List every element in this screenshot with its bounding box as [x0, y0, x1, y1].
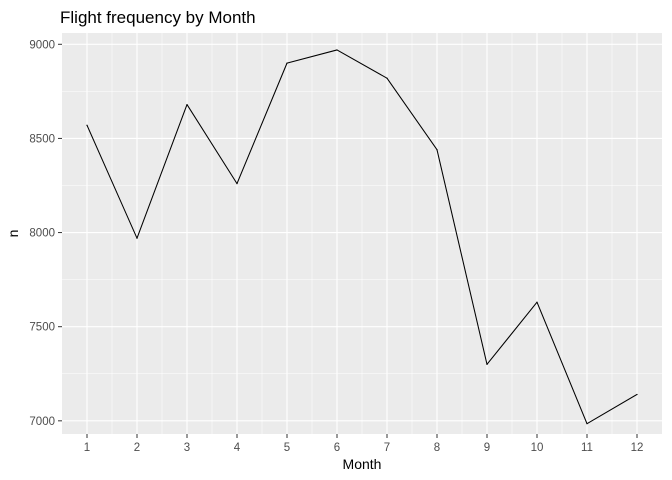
x-tick-label: 8: [434, 442, 440, 454]
y-axis-label: n: [5, 230, 21, 238]
x-tick-label: 4: [234, 442, 241, 454]
y-tick-label: 8000: [29, 228, 55, 240]
x-tick-label: 1: [84, 442, 90, 454]
chart-title: Flight frequency by Month: [60, 8, 256, 27]
data-point: [436, 149, 438, 151]
x-tick-label: 7: [384, 442, 390, 454]
x-tick-label: 11: [581, 442, 593, 454]
data-point: [486, 363, 488, 365]
minor-gridlines: [62, 33, 662, 434]
y-tick-label: 8500: [29, 133, 55, 145]
x-tick-label: 5: [284, 442, 290, 454]
data-point: [86, 124, 88, 126]
x-tick-label: 2: [134, 442, 140, 454]
data-point: [136, 237, 138, 239]
y-tick-label: 7000: [29, 416, 55, 428]
y-tick-label: 7500: [29, 322, 55, 334]
y-tick-label: 9000: [29, 39, 55, 51]
x-axis-label: Month: [343, 456, 382, 472]
x-tick-label: 9: [484, 442, 490, 454]
x-tick-label: 12: [631, 442, 644, 454]
data-point: [536, 301, 538, 303]
data-point: [236, 183, 238, 185]
data-point: [636, 393, 638, 396]
series-line-0: [86, 49, 638, 425]
data-point: [286, 62, 288, 64]
y-axis: 7000 7500 8000 8500 9000: [29, 39, 62, 428]
major-gridlines: [62, 33, 662, 434]
x-tick-label: 10: [531, 442, 544, 454]
data-point: [386, 77, 388, 79]
x-tick-label: 6: [334, 442, 340, 454]
data-point: [586, 423, 588, 425]
data-point: [336, 49, 338, 51]
data-point: [186, 103, 188, 106]
x-tick-label: 3: [184, 442, 190, 454]
series-layer: [86, 49, 638, 425]
x-axis: 1 2 3 4 5 6 7 8 9 10 11 12: [84, 434, 644, 454]
